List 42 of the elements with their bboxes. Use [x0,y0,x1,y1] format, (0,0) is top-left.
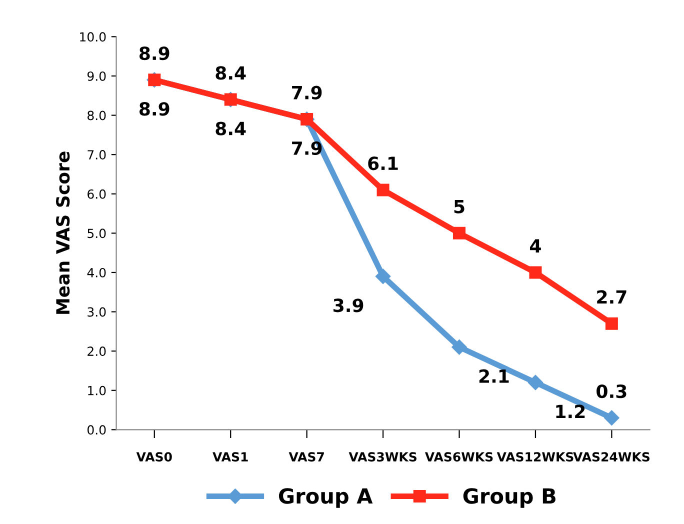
y-tick-label: 0.0 [88,425,106,435]
y-tick-label: 4.0 [87,268,106,278]
y-tick-label: 7.0 [88,150,106,160]
legend-label: Group A [278,488,373,508]
point [452,340,467,355]
point [376,184,390,196]
x-tick-label: VAS3WKS [348,452,416,462]
data-label: 2.1 [479,369,509,383]
legend-label: Group B [463,488,556,508]
data-label: 7.9 [292,86,322,100]
point [528,374,544,390]
point [604,410,620,426]
x-tick-label: VAS12WKS [496,452,574,462]
x-tick-label: VAS1 [212,452,248,462]
data-label: 4 [530,239,541,252]
point [453,226,466,240]
data-label: 0.3 [596,384,626,398]
data-label: 6.1 [368,156,398,170]
data-label: 8.4 [216,122,246,136]
y-tick-label: 10.0 [80,32,106,42]
data-label: 5 [454,200,464,214]
y-tick-label: 9.0 [87,71,106,81]
data-label: 8.9 [140,46,170,60]
x-tick-label: VAS6WKS [424,452,493,462]
y-tick-label: 1.0 [88,386,106,396]
data-label: 1.2 [556,404,585,418]
y-tick-label: 8.0 [88,110,106,120]
point [375,268,391,284]
x-tick-label: VAS0 [136,452,172,462]
data-label: 2.7 [597,290,626,304]
y-tick-label: 5.0 [88,228,106,238]
x-tick-label: VAS7 [288,452,324,462]
data-label: 3.9 [334,298,364,312]
y-tick-label: 2.0 [88,346,106,356]
point [605,317,618,330]
point [529,266,542,279]
data-label: 8.9 [140,102,170,116]
y-tick-label: 6.0 [88,189,106,199]
x-tick-label: VAS24WKS [573,452,650,462]
data-label: 8.4 [216,66,246,80]
y-tick-label: 3.0 [88,307,106,317]
y-axis-title: Mean VAS Score [56,152,70,314]
